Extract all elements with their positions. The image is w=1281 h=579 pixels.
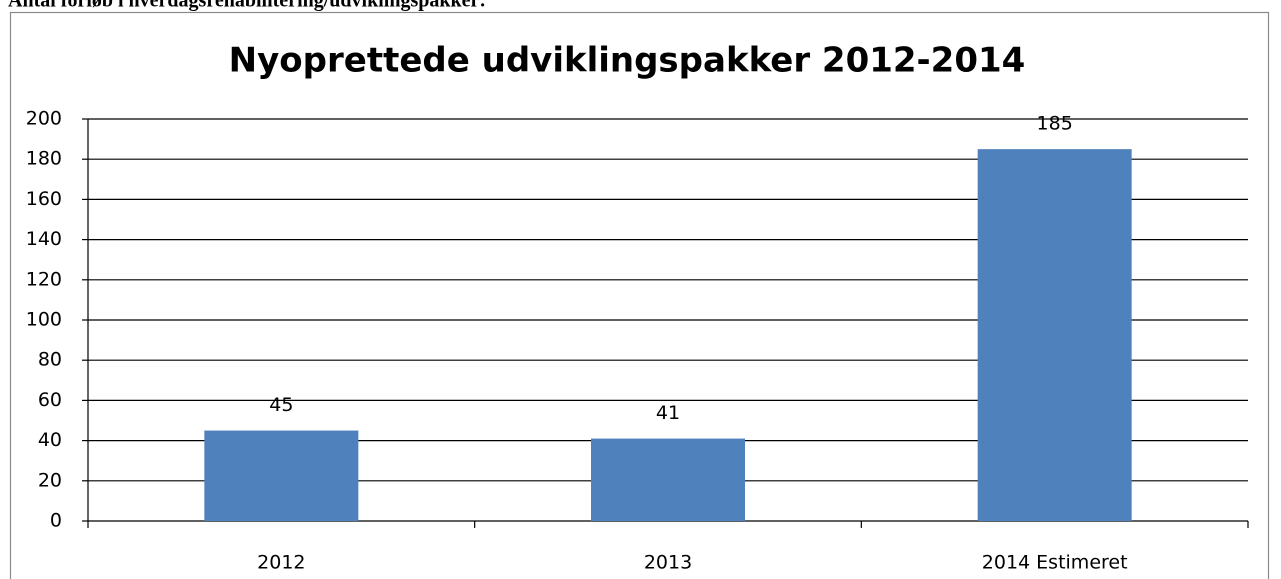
x-tick-label: 2012 — [257, 552, 305, 574]
chart-frame — [9, 11, 1270, 579]
x-tick-label: 2013 — [644, 552, 692, 574]
y-tick-label: 120 — [26, 268, 62, 290]
y-tick-label: 160 — [26, 188, 62, 210]
y-tick-label: 180 — [26, 148, 62, 170]
value-label: 45 — [269, 394, 293, 416]
y-tick-label: 40 — [38, 429, 62, 451]
bar — [204, 430, 359, 521]
bar — [591, 438, 745, 521]
chart-title: Nyoprettede udviklingspakker 2012-2014 — [229, 41, 1026, 81]
page-heading: Antal forløb i hverdagsrehabilitering/ud… — [8, 0, 486, 12]
y-tick-label: 100 — [26, 309, 62, 331]
y-tick-label: 20 — [38, 469, 62, 491]
y-tick-label: 80 — [38, 349, 62, 371]
x-tick-label: 2014 Estimeret — [982, 552, 1128, 574]
y-tick-label: 0 — [50, 510, 62, 532]
y-tick-label: 140 — [26, 228, 62, 250]
y-tick-label: 60 — [38, 389, 62, 411]
y-tick-label: 200 — [26, 108, 62, 130]
bar — [977, 149, 1132, 521]
value-label: 185 — [1037, 113, 1073, 135]
value-label: 41 — [656, 402, 680, 424]
